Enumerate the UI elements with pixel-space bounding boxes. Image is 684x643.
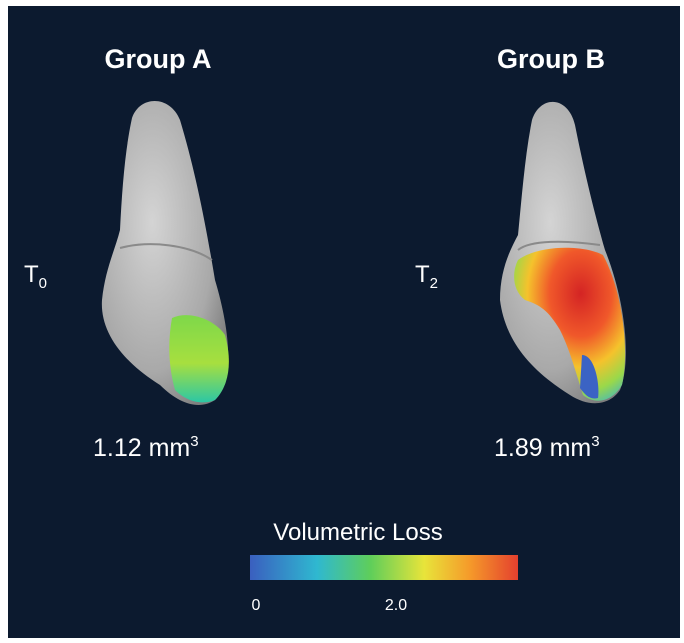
colorbar-tick-label: 0: [252, 597, 261, 614]
volume-label: 1.12 mm3: [93, 433, 199, 462]
time-letter: T: [415, 261, 430, 288]
colorbar-title: Volumetric Loss: [273, 519, 442, 546]
volume-superscript: 3: [591, 433, 599, 450]
group-title: Group B: [497, 44, 605, 74]
time-subscript: 0: [39, 275, 47, 292]
time-subscript: 2: [430, 275, 438, 292]
volume-label: 1.89 mm3: [494, 433, 600, 462]
colorbar: [250, 555, 518, 580]
figure-canvas: Group A Group B T0 T2 1.12 mm3 1.89 mm3 …: [0, 0, 684, 643]
group-title: Group A: [105, 44, 212, 74]
volume-superscript: 3: [190, 433, 198, 450]
volume-value: 1.12 mm: [93, 434, 190, 462]
time-letter: T: [24, 261, 39, 288]
colorbar-tick-label: 2.0: [385, 597, 407, 614]
volume-value: 1.89 mm: [494, 434, 591, 462]
figure: Group A Group B T0 T2 1.12 mm3 1.89 mm3 …: [0, 0, 684, 643]
